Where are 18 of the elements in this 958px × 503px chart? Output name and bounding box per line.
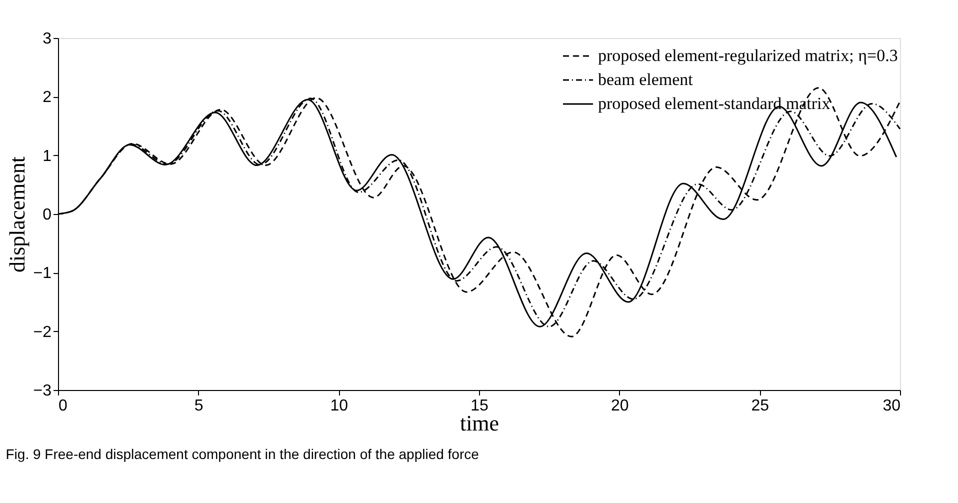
y-tick-label: −2	[33, 324, 52, 341]
y-tick-label: −1	[33, 265, 52, 282]
y-tick-label: −3	[33, 382, 52, 400]
x-tick-label: 30	[882, 398, 901, 414]
legend-label: proposed element-regularized matrix; η=0.3	[598, 46, 898, 65]
caption: Fig. 9 Free-end displacement component in the direction of the applied force	[6, 446, 480, 462]
x-tick-label: 5	[194, 398, 204, 414]
x-tick-label: 25	[751, 398, 770, 414]
x-tick-label: 10	[330, 398, 348, 414]
legend-label: beam element	[598, 70, 694, 89]
y-tick-label: 1	[42, 148, 52, 165]
y-tick-label: 3	[42, 30, 52, 48]
x-tick-label: 0	[58, 398, 68, 414]
x-tick-label: 20	[610, 398, 629, 414]
legend-label: proposed element-standard matrix	[598, 94, 831, 113]
y-tick-label: 0	[42, 206, 52, 224]
y-tick-label: 2	[42, 89, 52, 106]
y-axis-title: displacement	[4, 156, 30, 273]
